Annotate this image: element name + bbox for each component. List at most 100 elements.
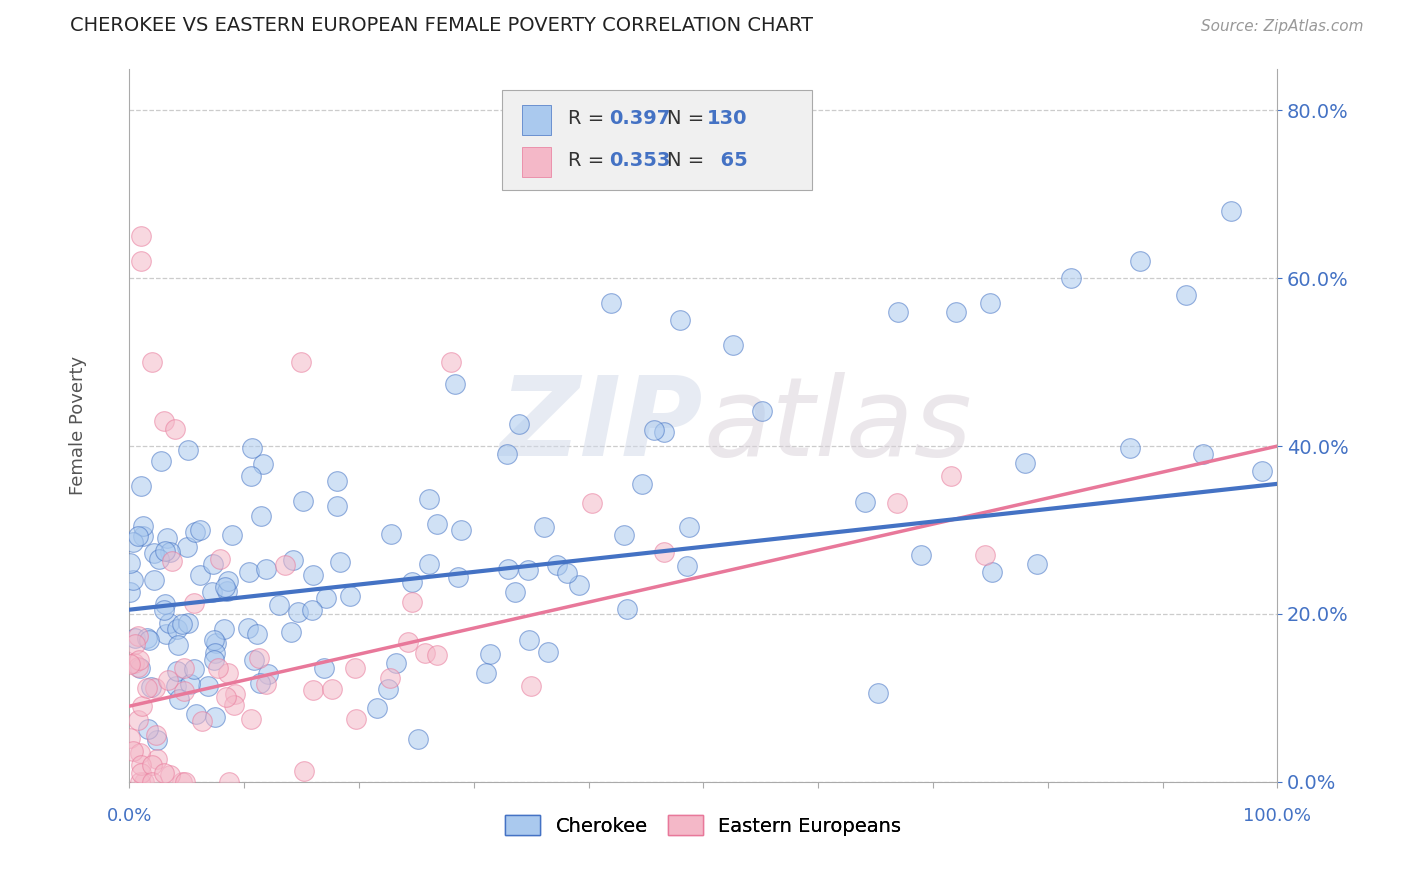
- Point: [600, 296, 623, 310]
- Point: [240, 712, 263, 726]
- Point: [418, 492, 440, 507]
- Point: [129, 254, 152, 268]
- Point: [184, 707, 207, 722]
- Point: [132, 519, 155, 533]
- Point: [152, 766, 174, 780]
- Point: [537, 645, 560, 659]
- Point: [294, 764, 316, 778]
- Point: [124, 632, 146, 646]
- Point: [141, 774, 163, 789]
- Point: [1014, 456, 1036, 470]
- Point: [190, 523, 212, 537]
- Point: [120, 731, 142, 746]
- Point: [503, 585, 526, 599]
- Point: [329, 555, 352, 569]
- Point: [204, 710, 226, 724]
- Point: [157, 615, 180, 630]
- Text: 100.0%: 100.0%: [1243, 807, 1312, 825]
- Point: [132, 529, 155, 543]
- Point: [183, 524, 205, 539]
- Point: [555, 566, 578, 580]
- Point: [202, 632, 225, 647]
- Point: [326, 500, 349, 514]
- Point: [546, 558, 568, 572]
- Point: [204, 636, 226, 650]
- Bar: [522, 105, 551, 136]
- Point: [218, 774, 240, 789]
- Point: [654, 425, 676, 439]
- Point: [1220, 204, 1243, 219]
- Point: [321, 681, 343, 696]
- Point: [153, 598, 176, 612]
- Point: [167, 638, 190, 652]
- Point: [176, 540, 198, 554]
- Point: [238, 565, 260, 579]
- Point: [170, 617, 193, 632]
- Point: [243, 653, 266, 667]
- Point: [254, 677, 277, 691]
- Point: [447, 570, 470, 584]
- Text: Female Poverty: Female Poverty: [69, 356, 87, 495]
- Point: [475, 665, 498, 680]
- Point: [201, 557, 224, 571]
- Point: [129, 661, 152, 675]
- Point: [149, 454, 172, 468]
- Point: [179, 677, 201, 691]
- Point: [122, 573, 145, 587]
- Point: [426, 648, 449, 662]
- Point: [142, 573, 165, 587]
- Point: [129, 229, 152, 244]
- Point: [239, 468, 262, 483]
- Point: [152, 414, 174, 428]
- Point: [517, 563, 540, 577]
- Point: [207, 661, 229, 675]
- Point: [380, 526, 402, 541]
- Point: [143, 681, 166, 695]
- Point: [135, 631, 157, 645]
- Point: [533, 519, 555, 533]
- Legend: Cherokee, Eastern Europeans: Cherokee, Eastern Europeans: [498, 807, 908, 843]
- Point: [267, 598, 290, 612]
- Point: [183, 596, 205, 610]
- Point: [145, 752, 167, 766]
- Text: Source: ZipAtlas.com: Source: ZipAtlas.com: [1201, 20, 1364, 34]
- Point: [129, 766, 152, 780]
- Point: [853, 495, 876, 509]
- Point: [177, 616, 200, 631]
- Point: [1119, 441, 1142, 455]
- Point: [162, 554, 184, 568]
- Bar: [522, 147, 551, 177]
- Point: [127, 629, 149, 643]
- Point: [652, 544, 675, 558]
- Point: [173, 661, 195, 675]
- Point: [344, 712, 367, 726]
- Point: [520, 679, 543, 693]
- Point: [139, 680, 162, 694]
- Point: [120, 557, 142, 571]
- Point: [240, 441, 263, 455]
- Point: [568, 578, 591, 592]
- Point: [129, 774, 152, 789]
- Point: [312, 661, 335, 675]
- Point: [145, 732, 167, 747]
- Point: [478, 647, 501, 661]
- Point: [197, 679, 219, 693]
- Point: [134, 774, 156, 789]
- Text: atlas: atlas: [703, 372, 972, 479]
- Point: [224, 687, 246, 701]
- Point: [170, 774, 193, 789]
- Text: R =: R =: [568, 151, 610, 169]
- Point: [326, 475, 349, 489]
- Point: [669, 313, 692, 327]
- Point: [1251, 464, 1274, 478]
- FancyBboxPatch shape: [502, 90, 813, 190]
- Point: [440, 355, 463, 369]
- Point: [1060, 271, 1083, 285]
- Point: [217, 574, 239, 589]
- Point: [118, 657, 141, 671]
- Text: N =: N =: [666, 109, 710, 128]
- Point: [143, 546, 166, 560]
- Point: [406, 732, 429, 747]
- Point: [246, 627, 269, 641]
- Point: [254, 562, 277, 576]
